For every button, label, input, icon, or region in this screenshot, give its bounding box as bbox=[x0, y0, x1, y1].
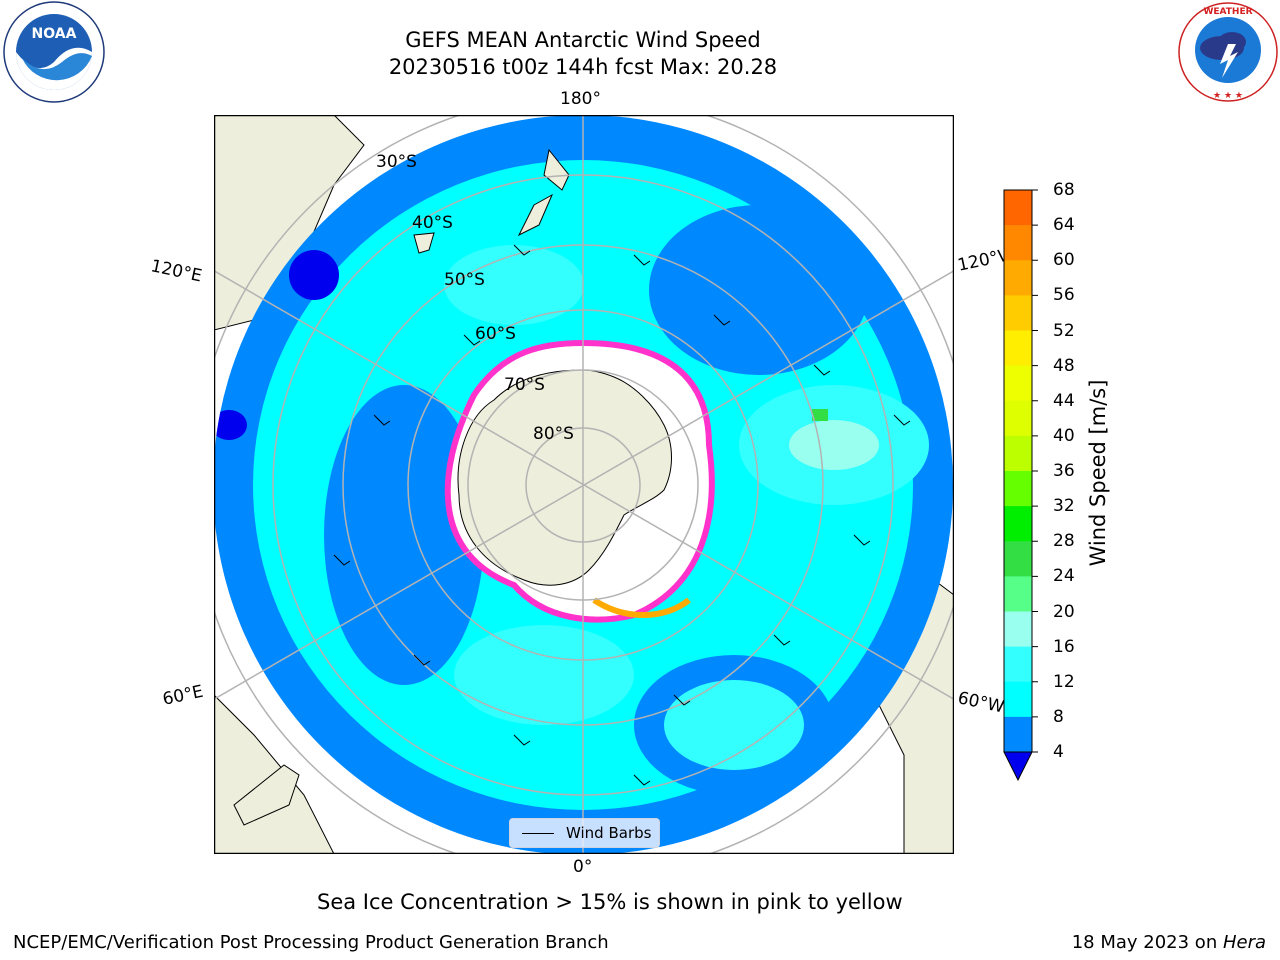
colorbar-segment bbox=[1004, 260, 1032, 296]
svg-text:NOAA: NOAA bbox=[32, 26, 77, 42]
colorbar-tick-label: 20 bbox=[1053, 602, 1075, 622]
lat-label-70s: 70°S bbox=[504, 375, 545, 395]
colorbar-segment bbox=[1004, 436, 1032, 472]
colorbar-tick-label: 28 bbox=[1053, 531, 1075, 551]
credit-organization: NCEP/EMC/Verification Post Processing Pr… bbox=[13, 932, 609, 953]
map-legend: Wind Barbs bbox=[509, 818, 660, 848]
colorbar-tick-label: 64 bbox=[1053, 215, 1075, 235]
colorbar-tick-label: 4 bbox=[1053, 742, 1064, 762]
colorbar-tick-label: 56 bbox=[1053, 285, 1075, 305]
lat-label-40s: 40°S bbox=[412, 213, 453, 233]
colorbar-segment bbox=[1004, 225, 1032, 261]
credit-machine: Hera bbox=[1223, 932, 1266, 953]
lat-label-80s: 80°S bbox=[533, 424, 574, 444]
polar-map bbox=[214, 115, 954, 854]
colorbar-tick-label: 44 bbox=[1053, 391, 1075, 411]
colorbar-tick-label: 24 bbox=[1053, 566, 1075, 586]
lat-label-30s: 30°S bbox=[376, 152, 417, 172]
colorbar-label: Wind Speed [m/s] bbox=[1086, 380, 1110, 567]
lon-label-180: 180° bbox=[560, 89, 601, 109]
lat-label-50s: 50°S bbox=[444, 270, 485, 290]
colorbar-segment bbox=[1004, 366, 1032, 402]
colorbar-segment bbox=[1004, 401, 1032, 437]
lon-label-0: 0° bbox=[573, 857, 592, 877]
colorbar-segment bbox=[1004, 331, 1032, 367]
colorbar-tick-label: 36 bbox=[1053, 461, 1075, 481]
lon-label-60e: 60°E bbox=[161, 682, 205, 710]
chart-subtitle: 20230516 t00z 144h fcst Max: 20.28 bbox=[283, 54, 883, 81]
colorbar-segment bbox=[1004, 717, 1032, 753]
colorbar-tick-label: 68 bbox=[1053, 180, 1075, 200]
colorbar-tick-label: 32 bbox=[1053, 496, 1075, 516]
colorbar-tick-label: 48 bbox=[1053, 356, 1075, 376]
colorbar-segment bbox=[1004, 471, 1032, 507]
credit-date-text: 18 May 2023 on bbox=[1072, 932, 1223, 953]
colorbar-tick-label: 12 bbox=[1053, 672, 1075, 692]
colorbar-tick-label: 40 bbox=[1053, 426, 1075, 446]
colorbar-segment bbox=[1004, 506, 1032, 542]
colorbar-tick-label: 52 bbox=[1053, 321, 1075, 341]
noaa-logo-icon: NOAA bbox=[2, 0, 106, 104]
lat-label-60s: 60°S bbox=[475, 324, 516, 344]
colorbar-segment bbox=[1004, 541, 1032, 577]
lon-label-60w: 60°W bbox=[956, 688, 1006, 717]
chart-title: GEFS MEAN Antarctic Wind Speed bbox=[283, 27, 883, 54]
colorbar-swatches bbox=[1000, 185, 1050, 785]
colorbar-segment bbox=[1004, 612, 1032, 648]
svg-text:WEATHER: WEATHER bbox=[1203, 7, 1252, 17]
colorbar-segment bbox=[1004, 576, 1032, 612]
colorbar-segment bbox=[1004, 682, 1032, 718]
sea-ice-note: Sea Ice Concentration > 15% is shown in … bbox=[317, 890, 903, 914]
svg-text:★ ★ ★: ★ ★ ★ bbox=[1213, 91, 1243, 101]
legend-label: Wind Barbs bbox=[566, 824, 651, 842]
colorbar-tick-label: 60 bbox=[1053, 250, 1075, 270]
colorbar-tick-label: 16 bbox=[1053, 637, 1075, 657]
wind-barb-legend-line bbox=[522, 833, 554, 834]
lon-label-120e: 120°E bbox=[149, 256, 204, 286]
nws-logo-icon: WEATHER ★ ★ ★ bbox=[1176, 0, 1280, 104]
colorbar-tick-label: 8 bbox=[1053, 707, 1064, 727]
colorbar: 68 64 60 56 52 48 44 40 36 32 28 24 20 16 12 8 4 bbox=[1000, 185, 1130, 785]
colorbar-segment bbox=[1004, 647, 1032, 683]
colorbar-extend-arrow bbox=[1004, 752, 1032, 780]
colorbar-segment bbox=[1004, 190, 1032, 226]
colorbar-segment bbox=[1004, 295, 1032, 331]
credit-date: 18 May 2023 on Hera bbox=[1072, 932, 1266, 953]
